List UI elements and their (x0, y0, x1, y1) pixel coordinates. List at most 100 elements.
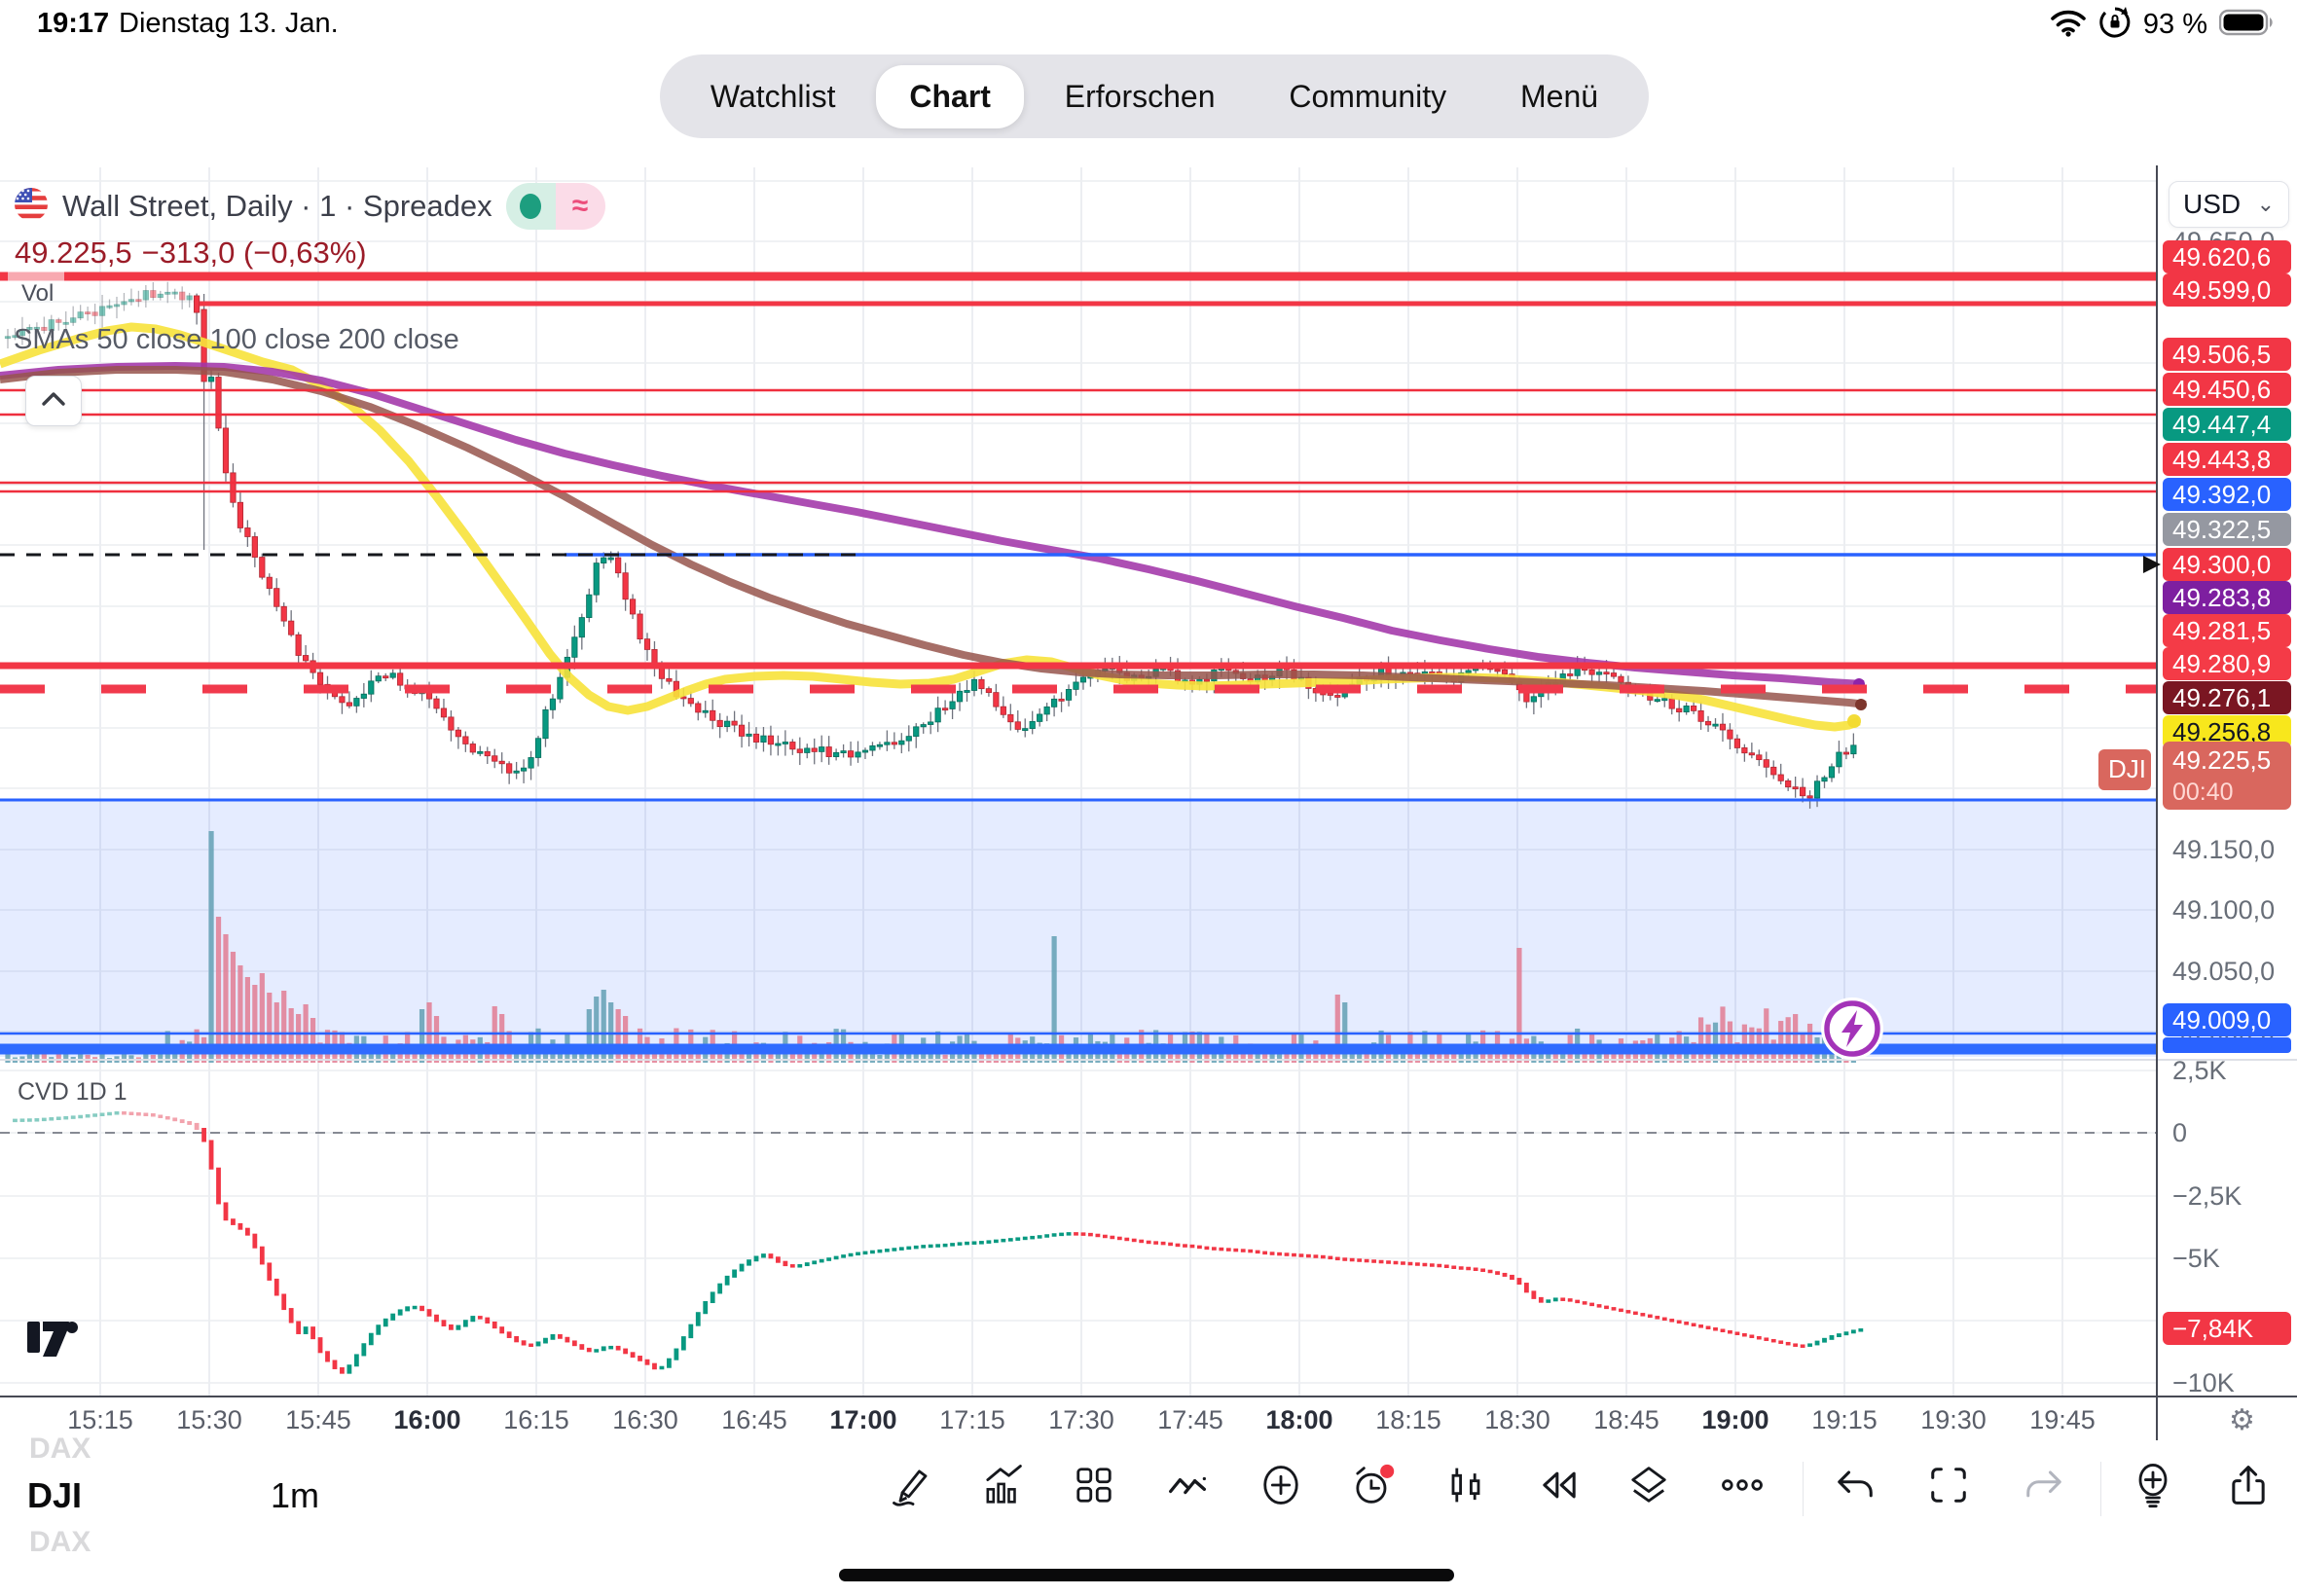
time-axis-bg (0, 1397, 2297, 1442)
svg-text:17:30: 17:30 (1048, 1405, 1114, 1434)
chevron-up-icon (41, 390, 66, 413)
patterns-icon[interactable] (1162, 1460, 1213, 1510)
svg-text:49.100,0: 49.100,0 (2172, 895, 2275, 925)
tab-chart[interactable]: Chart (876, 64, 1024, 128)
market-status-toggle[interactable]: ≈ (505, 183, 605, 230)
sma-curves (0, 322, 1867, 732)
svg-text:−5K: −5K (2172, 1244, 2220, 1273)
toolbar-divider (2100, 1462, 2101, 1516)
undo-icon[interactable] (1830, 1460, 1880, 1510)
sma-200 (0, 362, 1865, 688)
volume-indicator-label[interactable]: Vol (21, 280, 55, 307)
tab-erforschen[interactable]: Erforschen (1064, 78, 1216, 114)
top-nav-segmented-control: Watchlist Chart Erforschen Community Men… (660, 54, 1649, 138)
svg-text:49.599,0: 49.599,0 (2172, 275, 2271, 305)
svg-text:16:15: 16:15 (503, 1405, 569, 1434)
share-icon[interactable] (2223, 1460, 2274, 1510)
replay-rewind-icon[interactable] (1534, 1460, 1585, 1510)
last-price: 49.225,5 (15, 236, 132, 270)
add-circle-icon[interactable] (1256, 1460, 1306, 1510)
axis-settings-gear-icon[interactable]: ⚙ (2229, 1404, 2255, 1436)
tab-community[interactable]: Community (1289, 78, 1447, 114)
svg-text:49.443,8: 49.443,8 (2172, 445, 2271, 474)
svg-text:2,5K: 2,5K (2172, 1056, 2227, 1085)
svg-text:17:00: 17:00 (829, 1405, 896, 1434)
alert-clock-icon[interactable] (1347, 1460, 1398, 1510)
time-axis-labels: 15:15 15:30 15:45 16:00 16:15 16:30 16:45 17:00… (67, 1405, 2096, 1434)
svg-text:−7,84K: −7,84K (2172, 1314, 2254, 1343)
svg-text:17:15: 17:15 (939, 1405, 1005, 1434)
svg-text:49.506,5: 49.506,5 (2172, 340, 2271, 369)
idea-bulb-icon[interactable] (2128, 1460, 2178, 1510)
currency-dropdown[interactable]: USD ⌄ (2169, 181, 2289, 228)
price-change: −313,0 (−0,63%) (141, 236, 367, 270)
svg-text:49.150,0: 49.150,0 (2172, 835, 2275, 864)
hidden-badge-sliver (2163, 1037, 2291, 1053)
bottom-toolbar: DAX DAX DJI 1m (0, 1433, 2297, 1596)
layers-icon[interactable] (1623, 1460, 1674, 1510)
currency-value: USD (2183, 189, 2242, 219)
svg-text:18:15: 18:15 (1375, 1405, 1441, 1434)
svg-text:−10K: −10K (2172, 1368, 2235, 1397)
indicators-icon[interactable] (977, 1460, 1028, 1510)
more-dots-icon[interactable] (1717, 1460, 1768, 1510)
svg-text:49.281,5: 49.281,5 (2172, 616, 2271, 645)
price-readout: 49.225,5 −313,0 (−0,63%) (15, 236, 367, 271)
svg-text:0: 0 (2172, 1118, 2187, 1147)
svg-text:49.050,0: 49.050,0 (2172, 957, 2275, 986)
svg-text:49.322,5: 49.322,5 (2172, 515, 2271, 544)
chart-area[interactable]: 49.650,049.150,049.100,049.050,049.000,0… (0, 165, 2297, 1442)
current-price-badge (2163, 742, 2291, 810)
quick-trade-lightning-button[interactable] (1820, 997, 1884, 1066)
svg-text:−2,5K: −2,5K (2172, 1181, 2242, 1211)
approx-price-icon: ≈ (555, 183, 605, 230)
watchlist-ghost-bottom: DAX (29, 1526, 91, 1558)
battery-icon (2218, 9, 2276, 41)
battery-percent: 93 % (2142, 9, 2207, 40)
chevron-down-icon: ⌄ (2256, 192, 2275, 216)
watchlist-ghost-top: DAX (29, 1433, 91, 1465)
tradingview-logo-icon (27, 1320, 84, 1363)
svg-text:49.392,0: 49.392,0 (2172, 480, 2271, 509)
tab-watchlist[interactable]: Watchlist (710, 78, 836, 114)
svg-text:15:15: 15:15 (67, 1405, 133, 1434)
redo-icon[interactable] (2019, 1460, 2069, 1510)
tab-menu[interactable]: Menü (1520, 78, 1599, 114)
svg-text:49.009,0: 49.009,0 (2172, 1005, 2271, 1034)
svg-text:17:45: 17:45 (1157, 1405, 1223, 1434)
symbol-title[interactable]: Wall Street, Daily · 1 · Spreadex (62, 189, 492, 223)
svg-text:49.280,9: 49.280,9 (2172, 649, 2271, 678)
svg-text:49.283,8: 49.283,8 (2172, 583, 2271, 612)
svg-text:19:45: 19:45 (2029, 1405, 2096, 1434)
status-date: Dienstag 13. Jan. (119, 8, 339, 39)
sma-100 (0, 366, 1867, 708)
rotation-lock-icon (2098, 6, 2132, 44)
status-bar: 19:17 Dienstag 13. Jan. 93 % (0, 0, 2297, 47)
cvd-series (13, 1111, 1864, 1374)
svg-text:18:45: 18:45 (1593, 1405, 1659, 1434)
candles-icon[interactable] (1440, 1460, 1491, 1510)
collapse-panel-button[interactable] (25, 376, 82, 426)
toolbar-divider (1803, 1462, 1804, 1516)
svg-text:18:00: 18:00 (1265, 1405, 1332, 1434)
smas-indicator-label[interactable]: SMAs 50 close 100 close 200 close (14, 324, 459, 355)
cvd-indicator-label[interactable]: CVD 1D 1 (18, 1078, 128, 1106)
draw-pen-icon[interactable] (888, 1460, 938, 1510)
svg-text:19:15: 19:15 (1811, 1405, 1878, 1434)
fullscreen-icon[interactable] (1923, 1460, 1974, 1510)
layout-grid-icon[interactable] (1069, 1460, 1119, 1510)
svg-text:19:30: 19:30 (1920, 1405, 1987, 1434)
svg-text:00:40: 00:40 (2172, 779, 2234, 806)
svg-text:15:30: 15:30 (176, 1405, 242, 1434)
chart-canvas[interactable]: 49.650,049.150,049.100,049.050,049.000,0… (0, 165, 2297, 1442)
home-indicator[interactable] (839, 1569, 1454, 1581)
svg-text:49.620,6: 49.620,6 (2172, 242, 2271, 272)
symbol-button[interactable]: DJI (27, 1475, 83, 1515)
svg-text:49.300,0: 49.300,0 (2172, 550, 2271, 579)
market-open-dot (505, 183, 556, 230)
svg-text:16:30: 16:30 (612, 1405, 678, 1434)
status-time: 19:17 (37, 8, 110, 39)
svg-text:49.447,4: 49.447,4 (2172, 410, 2271, 439)
symbol-header[interactable]: Wall Street, Daily · 1 · Spreadex ≈ (14, 183, 605, 230)
interval-button[interactable]: 1m (271, 1475, 320, 1515)
